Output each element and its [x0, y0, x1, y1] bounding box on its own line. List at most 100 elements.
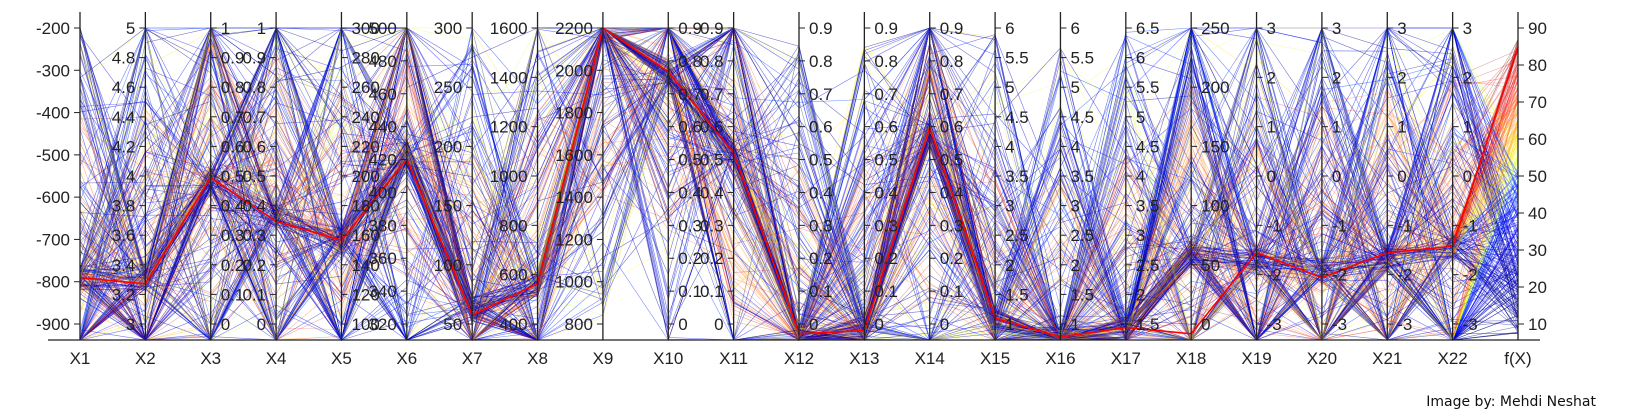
axis-x7: 300 250 200 150 100 50 [434, 12, 473, 340]
tick-label: 0.1 [242, 285, 266, 304]
tick-label: 2 [1136, 285, 1145, 304]
tick-label: -600 [36, 188, 70, 207]
tick-label: 0.5 [940, 151, 964, 170]
tick-label: 0.8 [874, 52, 898, 71]
tick-label: 0.7 [221, 108, 245, 127]
axis-x8: 1600 1400 1200 1000 800 600 400 [490, 12, 539, 340]
tick-label: 0.4 [809, 183, 833, 202]
tick-label: 1200 [490, 118, 528, 137]
tick-label: 200 [434, 137, 462, 156]
tick-label: 0 [1463, 167, 1472, 186]
tick-label: 280 [351, 49, 379, 68]
x-label-x21: X21 [1372, 349, 1402, 368]
tick-label: 200 [1201, 78, 1229, 97]
tick-label: 100 [434, 256, 462, 275]
tick-label: 0.3 [700, 216, 724, 235]
tick-label: 800 [565, 315, 593, 334]
tick-label: 0.9 [221, 49, 245, 68]
x-label-x4: X4 [266, 349, 287, 368]
axis-x3: 1 0.9 0.8 0.7 0.6 0.5 0.4 0.3 0.2 0.1 0 [242, 12, 277, 340]
x-label-x16: X16 [1045, 349, 1075, 368]
tick-label: 0.5 [678, 151, 702, 170]
axis-x20: 3 2 1 0 -1 -2 -3 [1255, 12, 1282, 340]
tick-label: 1600 [490, 19, 528, 38]
tick-label: 1.5 [1070, 285, 1094, 304]
tick-label: 0 [1332, 167, 1341, 186]
tick-label: -2 [1267, 266, 1282, 285]
tick-label: -400 [36, 104, 70, 123]
tick-label: 0.8 [242, 78, 266, 97]
tick-label: 3.5 [1005, 167, 1029, 186]
x-label-x9: X9 [593, 349, 614, 368]
tick-label: 0.7 [242, 108, 266, 127]
tick-label: 0.9 [678, 19, 702, 38]
tick-label: 100 [351, 315, 379, 334]
tick-label: 0.9 [940, 19, 964, 38]
x-label-x11: X11 [719, 349, 748, 368]
x-label-fx: f(X) [1504, 349, 1531, 368]
axis-x2: 5 4.8 4.6 4.4 4.2 4 3.8 3.6 3.4 3.2 3 [112, 12, 147, 340]
tick-label: 1.5 [1136, 315, 1160, 334]
tick-label: 0 [678, 315, 687, 334]
tick-label: 500 [368, 19, 396, 38]
tick-label: 0 [1397, 167, 1406, 186]
tick-label: 0.6 [809, 118, 833, 137]
tick-label: 50 [443, 315, 462, 334]
tick-label: 70 [1528, 93, 1547, 112]
x-label-x6: X6 [396, 349, 417, 368]
tick-label: 2000 [555, 61, 593, 80]
tick-label: 6.5 [1136, 19, 1160, 38]
axis-x2b: 1 0.9 0.8 0.7 0.6 0.5 0.4 0.3 0.2 0.1 0 [210, 12, 245, 340]
tick-label: 150 [434, 197, 462, 216]
tick-label: 0.9 [809, 19, 833, 38]
tick-label: 0 [940, 315, 949, 334]
tick-label: 220 [351, 137, 379, 156]
tick-label: 4.6 [112, 78, 136, 97]
tick-label: 6 [1136, 49, 1145, 68]
tick-label: 1.5 [1005, 285, 1029, 304]
tick-label: 60 [1528, 130, 1547, 149]
axis-fxb: 90 80 70 60 50 40 30 20 10 [1517, 12, 1547, 340]
tick-label: 4 [1136, 167, 1145, 186]
tick-label: 0.9 [242, 49, 266, 68]
tick-label: 0.6 [678, 118, 702, 137]
tick-label: 250 [434, 78, 462, 97]
tick-label: 1200 [555, 230, 593, 249]
tick-label: 0.4 [700, 183, 724, 202]
tick-label: -1 [1332, 216, 1347, 235]
tick-label: -1 [1267, 216, 1282, 235]
tick-label: 460 [368, 85, 396, 104]
tick-label: 3.2 [112, 285, 136, 304]
tick-label: 0.7 [678, 85, 702, 104]
tick-label: 90 [1528, 19, 1547, 38]
tick-label: 0.8 [940, 52, 964, 71]
tick-label: 0.5 [242, 167, 266, 186]
tick-label: 260 [351, 78, 379, 97]
x-label-x22: X22 [1438, 349, 1468, 368]
tick-label: 400 [499, 315, 527, 334]
axis-x4: 300 280 260 240 220 200 180 160 140 120 100 [340, 12, 380, 340]
tick-label: 360 [368, 249, 396, 268]
tick-label: 4 [1070, 137, 1079, 156]
tick-label: 100 [1201, 197, 1229, 216]
tick-label: 0.6 [221, 137, 245, 156]
tick-label: 1400 [490, 68, 528, 87]
axis-x1: -200 -300 -400 -500 -600 -700 -800 -900 [36, 12, 81, 340]
tick-label: 1000 [555, 273, 593, 292]
tick-label: 3 [1136, 226, 1145, 245]
tick-label: 0 [1201, 315, 1210, 334]
tick-label: 2.5 [1070, 226, 1094, 245]
tick-label: 2 [1463, 68, 1472, 87]
tick-label: 1000 [490, 167, 528, 186]
tick-label: 0.5 [874, 151, 898, 170]
tick-label: 380 [368, 216, 396, 235]
tick-label: 0.3 [809, 216, 833, 235]
tick-label: 5.5 [1136, 78, 1160, 97]
tick-label: 0.4 [940, 183, 964, 202]
tick-label: 3.4 [112, 256, 136, 275]
tick-label: 5 [1070, 78, 1079, 97]
tick-label: 0.4 [874, 183, 898, 202]
axis-x16: 6 5.5 5 4.5 4 3.5 3 2.5 2 1.5 1 [994, 12, 1029, 340]
tick-label: 1 [257, 19, 266, 38]
tick-label: 0 [809, 315, 818, 334]
